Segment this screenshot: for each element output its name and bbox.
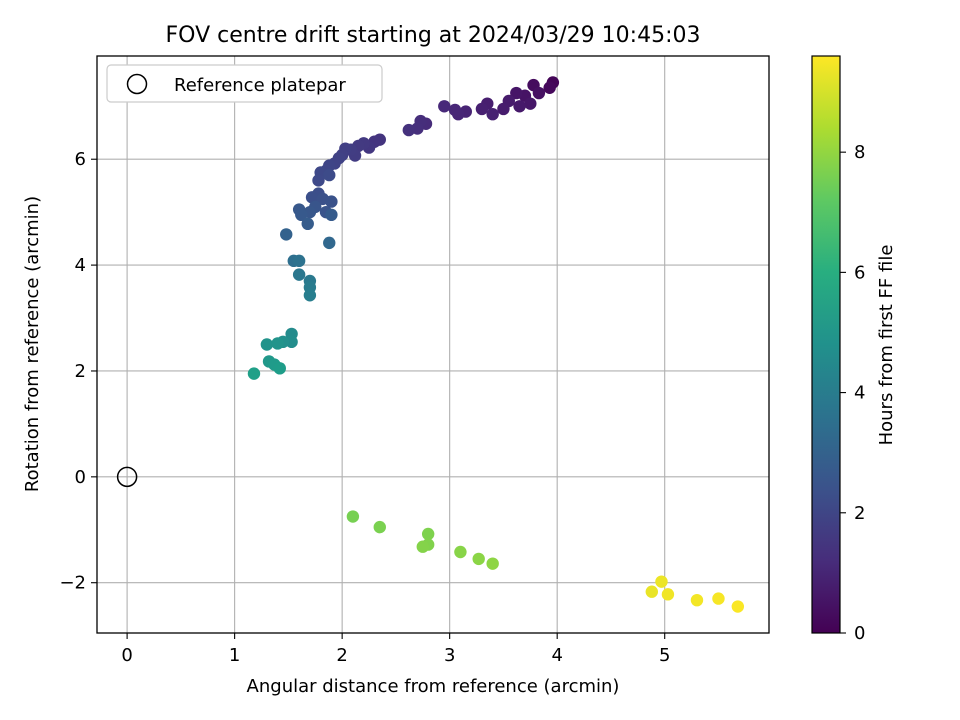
scatter-point bbox=[325, 208, 338, 222]
y-axis-ticks: −2 0 2 4 6 bbox=[59, 149, 97, 594]
plot-area: 0 1 2 3 4 5 −2 0 2 4 6 bbox=[59, 55, 770, 666]
x-tick-label: 4 bbox=[551, 645, 562, 666]
plot-frame bbox=[96, 55, 770, 634]
scatter-point bbox=[524, 97, 537, 110]
y-tick-label: 4 bbox=[75, 255, 86, 276]
scatter-point bbox=[292, 254, 306, 268]
scatter-point bbox=[655, 575, 668, 588]
scatter-point bbox=[280, 228, 293, 241]
x-axis-label: Angular distance from reference (arcmin) bbox=[247, 676, 620, 697]
scatter-point bbox=[448, 103, 462, 117]
colorbar-tick-label: 8 bbox=[854, 142, 865, 163]
scatter-point bbox=[661, 588, 675, 601]
scatter-point bbox=[712, 592, 725, 605]
y-tick-label: 0 bbox=[75, 467, 86, 488]
x-axis-ticks: 0 1 2 3 4 5 bbox=[121, 633, 670, 666]
colorbar: 0 2 4 6 8 Hours from first FF file bbox=[811, 55, 897, 644]
colorbar-label: Hours from first FF file bbox=[876, 245, 897, 446]
scatter-point bbox=[731, 600, 745, 613]
scatter-point bbox=[325, 195, 338, 208]
colorbar-tick-label: 4 bbox=[854, 383, 865, 404]
x-tick-label: 3 bbox=[444, 645, 455, 666]
colorbar-tick-label: 0 bbox=[854, 623, 865, 644]
reference-platepar-marker bbox=[116, 466, 138, 488]
legend-entry-reference-platepar: Reference platepar bbox=[174, 75, 346, 96]
scatter-point bbox=[402, 123, 416, 137]
scatter-point bbox=[312, 174, 325, 187]
scatter-point bbox=[486, 557, 499, 570]
scatter-point bbox=[247, 367, 261, 380]
scatter-point bbox=[645, 585, 659, 598]
scatter-point bbox=[305, 191, 319, 204]
scatter-point bbox=[438, 100, 451, 113]
scatter-point bbox=[475, 102, 489, 116]
x-tick-label: 5 bbox=[659, 645, 670, 666]
colorbar-tick-label: 2 bbox=[854, 503, 865, 524]
y-axis-label: Rotation from reference (arcmin) bbox=[22, 196, 43, 492]
colorbar-ticks: 0 2 4 6 8 bbox=[840, 142, 865, 644]
scatter-point bbox=[301, 217, 314, 231]
scatter-point bbox=[271, 337, 284, 350]
scatter-point bbox=[497, 102, 510, 116]
colorbar-tick-label: 6 bbox=[854, 262, 865, 283]
scatter-point bbox=[373, 520, 386, 534]
y-tick-label: 2 bbox=[75, 361, 86, 382]
legend-box bbox=[106, 64, 383, 103]
scatter-point bbox=[513, 100, 526, 113]
scatter-point bbox=[323, 236, 336, 250]
scatter-point bbox=[532, 86, 546, 100]
x-tick-label: 0 bbox=[121, 645, 132, 666]
scatter-point bbox=[416, 540, 429, 553]
scatter-point bbox=[421, 527, 435, 541]
x-tick-label: 2 bbox=[336, 645, 347, 666]
x-tick-label: 1 bbox=[229, 645, 240, 666]
y-tick-label: −2 bbox=[59, 573, 86, 594]
scatter-point bbox=[295, 208, 308, 222]
scatter-points bbox=[247, 76, 745, 613]
scatter-point bbox=[303, 289, 317, 302]
scatter-point bbox=[323, 168, 336, 182]
chart-title: FOV centre drift starting at 2024/03/29 … bbox=[166, 23, 701, 48]
scatter-point bbox=[543, 81, 556, 94]
legend-marker bbox=[126, 73, 148, 95]
scatter-point bbox=[346, 510, 360, 523]
scatter-point bbox=[472, 552, 485, 566]
legend: Reference platepar bbox=[106, 64, 383, 103]
scatter-point bbox=[292, 268, 306, 281]
colorbar-gradient bbox=[811, 55, 841, 634]
scatter-point bbox=[510, 86, 523, 100]
scatter-point bbox=[260, 338, 274, 351]
scatter-point bbox=[285, 335, 298, 349]
scatter-point bbox=[454, 545, 467, 559]
y-tick-label: 6 bbox=[75, 149, 86, 170]
scatter-point bbox=[690, 593, 704, 607]
scatter-point bbox=[273, 362, 286, 375]
scatter-point bbox=[486, 108, 499, 121]
